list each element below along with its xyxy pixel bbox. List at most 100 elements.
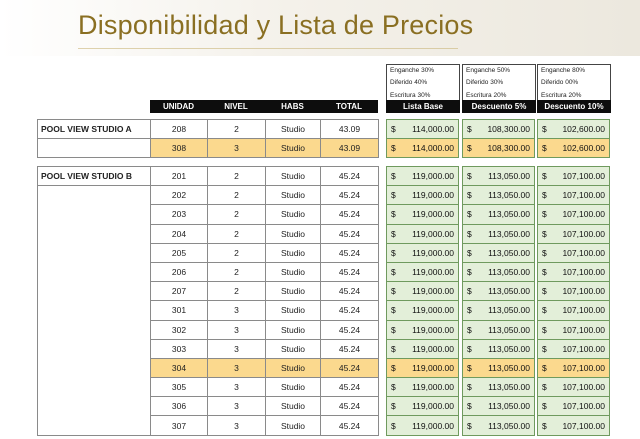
- price-value: 113,050.00: [488, 228, 530, 239]
- currency-symbol: $: [542, 420, 547, 431]
- price-row: $107,100.00: [537, 396, 610, 417]
- table-row: 306 3 Studio 45.24: [37, 396, 379, 417]
- level-cell: 2: [207, 223, 266, 244]
- price-cell: $113,050.00: [462, 261, 535, 283]
- total-area-cell: 45.24: [320, 377, 379, 398]
- column-header-nivel: NIVEL: [207, 100, 265, 113]
- price-cell: $119,000.00: [386, 242, 459, 263]
- currency-symbol: $: [391, 209, 396, 220]
- price-row: $119,000.00: [386, 242, 459, 263]
- price-cell: $119,000.00: [386, 223, 459, 244]
- price-row: $102,600.00: [537, 138, 610, 159]
- price-cell: $114,000.00: [386, 118, 459, 140]
- rooms-cell: Studio: [265, 204, 321, 225]
- rooms-cell: Studio: [265, 185, 321, 206]
- price-cell: $119,000.00: [386, 204, 459, 225]
- price-row: $114,000.00: [386, 138, 459, 159]
- currency-symbol: $: [391, 190, 396, 201]
- price-table: $108,300.00 $108,300.00: [462, 118, 535, 159]
- group-name-spacer: [37, 262, 151, 282]
- level-cell: 2: [207, 261, 266, 283]
- total-area-cell: 45.24: [320, 223, 379, 244]
- price-cell: $113,050.00: [462, 338, 535, 359]
- group-name: POOL VIEW STUDIO B: [37, 165, 151, 187]
- level-cell: 2: [207, 185, 266, 206]
- price-row: $114,000.00: [386, 118, 459, 140]
- price-value: 107,100.00: [562, 324, 605, 335]
- unit-number-cell: 208: [150, 118, 208, 140]
- currency-symbol: $: [542, 190, 547, 201]
- price-cell: $113,050.00: [462, 204, 535, 225]
- price-value: 113,050.00: [488, 420, 530, 431]
- title-underline: [78, 48, 458, 49]
- price-value: 113,050.00: [488, 382, 530, 393]
- price-row: $107,100.00: [537, 319, 610, 340]
- price-cell: $107,100.00: [537, 281, 610, 302]
- currency-symbol: $: [391, 401, 396, 412]
- price-value: 119,000.00: [412, 343, 454, 354]
- price-column-header: Lista Base: [386, 100, 460, 113]
- price-row: $107,100.00: [537, 242, 610, 263]
- group-name-spacer: [37, 415, 151, 436]
- payment-scheme-line: Diferido 30%: [466, 79, 504, 87]
- currency-symbol: $: [542, 247, 547, 258]
- rooms-cell: Studio: [265, 415, 321, 436]
- currency-symbol: $: [467, 247, 472, 258]
- group-name-spacer: [37, 138, 151, 159]
- group-name-spacer: [37, 243, 151, 263]
- payment-scheme-line: Escritura 20%: [466, 91, 507, 99]
- price-row: $119,000.00: [386, 377, 459, 398]
- price-value: 119,000.00: [412, 324, 454, 335]
- price-value: 107,100.00: [562, 228, 605, 239]
- group-name: POOL VIEW STUDIO A: [37, 118, 151, 140]
- table-row: 207 2 Studio 45.24: [37, 281, 379, 302]
- currency-symbol: $: [391, 143, 396, 154]
- price-cell: $119,000.00: [386, 165, 459, 187]
- price-column-header: Descuento 10%: [537, 100, 611, 113]
- level-cell: 3: [207, 415, 266, 436]
- level-cell: 2: [207, 118, 266, 140]
- table-row: 202 2 Studio 45.24: [37, 185, 379, 206]
- price-cell: $107,100.00: [537, 357, 610, 379]
- currency-symbol: $: [391, 305, 396, 316]
- unit-number-cell: 203: [150, 204, 208, 225]
- total-area-cell: 45.24: [320, 357, 379, 379]
- price-row: $119,000.00: [386, 281, 459, 302]
- price-cell: $107,100.00: [537, 185, 610, 206]
- price-row: $113,050.00: [462, 338, 535, 359]
- currency-symbol: $: [542, 362, 547, 373]
- group-name-spacer: [37, 224, 151, 244]
- table-row: 308 3 Studio 43.09: [37, 138, 379, 159]
- page-title: Disponibilidad y Lista de Precios: [78, 10, 474, 40]
- unit-number-cell: 303: [150, 338, 208, 359]
- price-cell: $107,100.00: [537, 319, 610, 340]
- unit-number-cell: 204: [150, 223, 208, 244]
- price-row: $119,000.00: [386, 165, 459, 187]
- column-header-habs: HABS: [265, 100, 320, 113]
- currency-symbol: $: [467, 362, 472, 373]
- price-row: $113,050.00: [462, 357, 535, 379]
- total-area-cell: 45.24: [320, 396, 379, 417]
- payment-scheme-box: Enganche 80% Diferido 00% Escritura 20%: [537, 64, 611, 103]
- unit-table: POOL VIEW STUDIO A 208 2 Studio 43.09 308 3 Stu…: [37, 118, 379, 159]
- table-row: POOL VIEW STUDIO A 208 2 Studio 43.09: [37, 118, 379, 140]
- column-header-total: TOTAL: [320, 100, 378, 113]
- table-row: 304 3 Studio 45.24: [37, 357, 379, 379]
- price-value: 113,050.00: [488, 286, 530, 297]
- level-cell: 2: [207, 204, 266, 225]
- currency-symbol: $: [542, 324, 547, 335]
- table-row: 206 2 Studio 45.24: [37, 261, 379, 283]
- currency-symbol: $: [467, 267, 472, 278]
- price-row: $107,100.00: [537, 281, 610, 302]
- table-row: 301 3 Studio 45.24: [37, 300, 379, 321]
- level-cell: 3: [207, 377, 266, 398]
- price-value: 107,100.00: [562, 420, 605, 431]
- price-cell: $107,100.00: [537, 300, 610, 321]
- currency-symbol: $: [542, 143, 547, 154]
- currency-symbol: $: [391, 420, 396, 431]
- table-row: 203 2 Studio 45.24: [37, 204, 379, 225]
- price-cell: $113,050.00: [462, 242, 535, 263]
- price-value: 108,300.00: [487, 143, 530, 154]
- currency-symbol: $: [391, 343, 396, 354]
- price-row: $119,000.00: [386, 204, 459, 225]
